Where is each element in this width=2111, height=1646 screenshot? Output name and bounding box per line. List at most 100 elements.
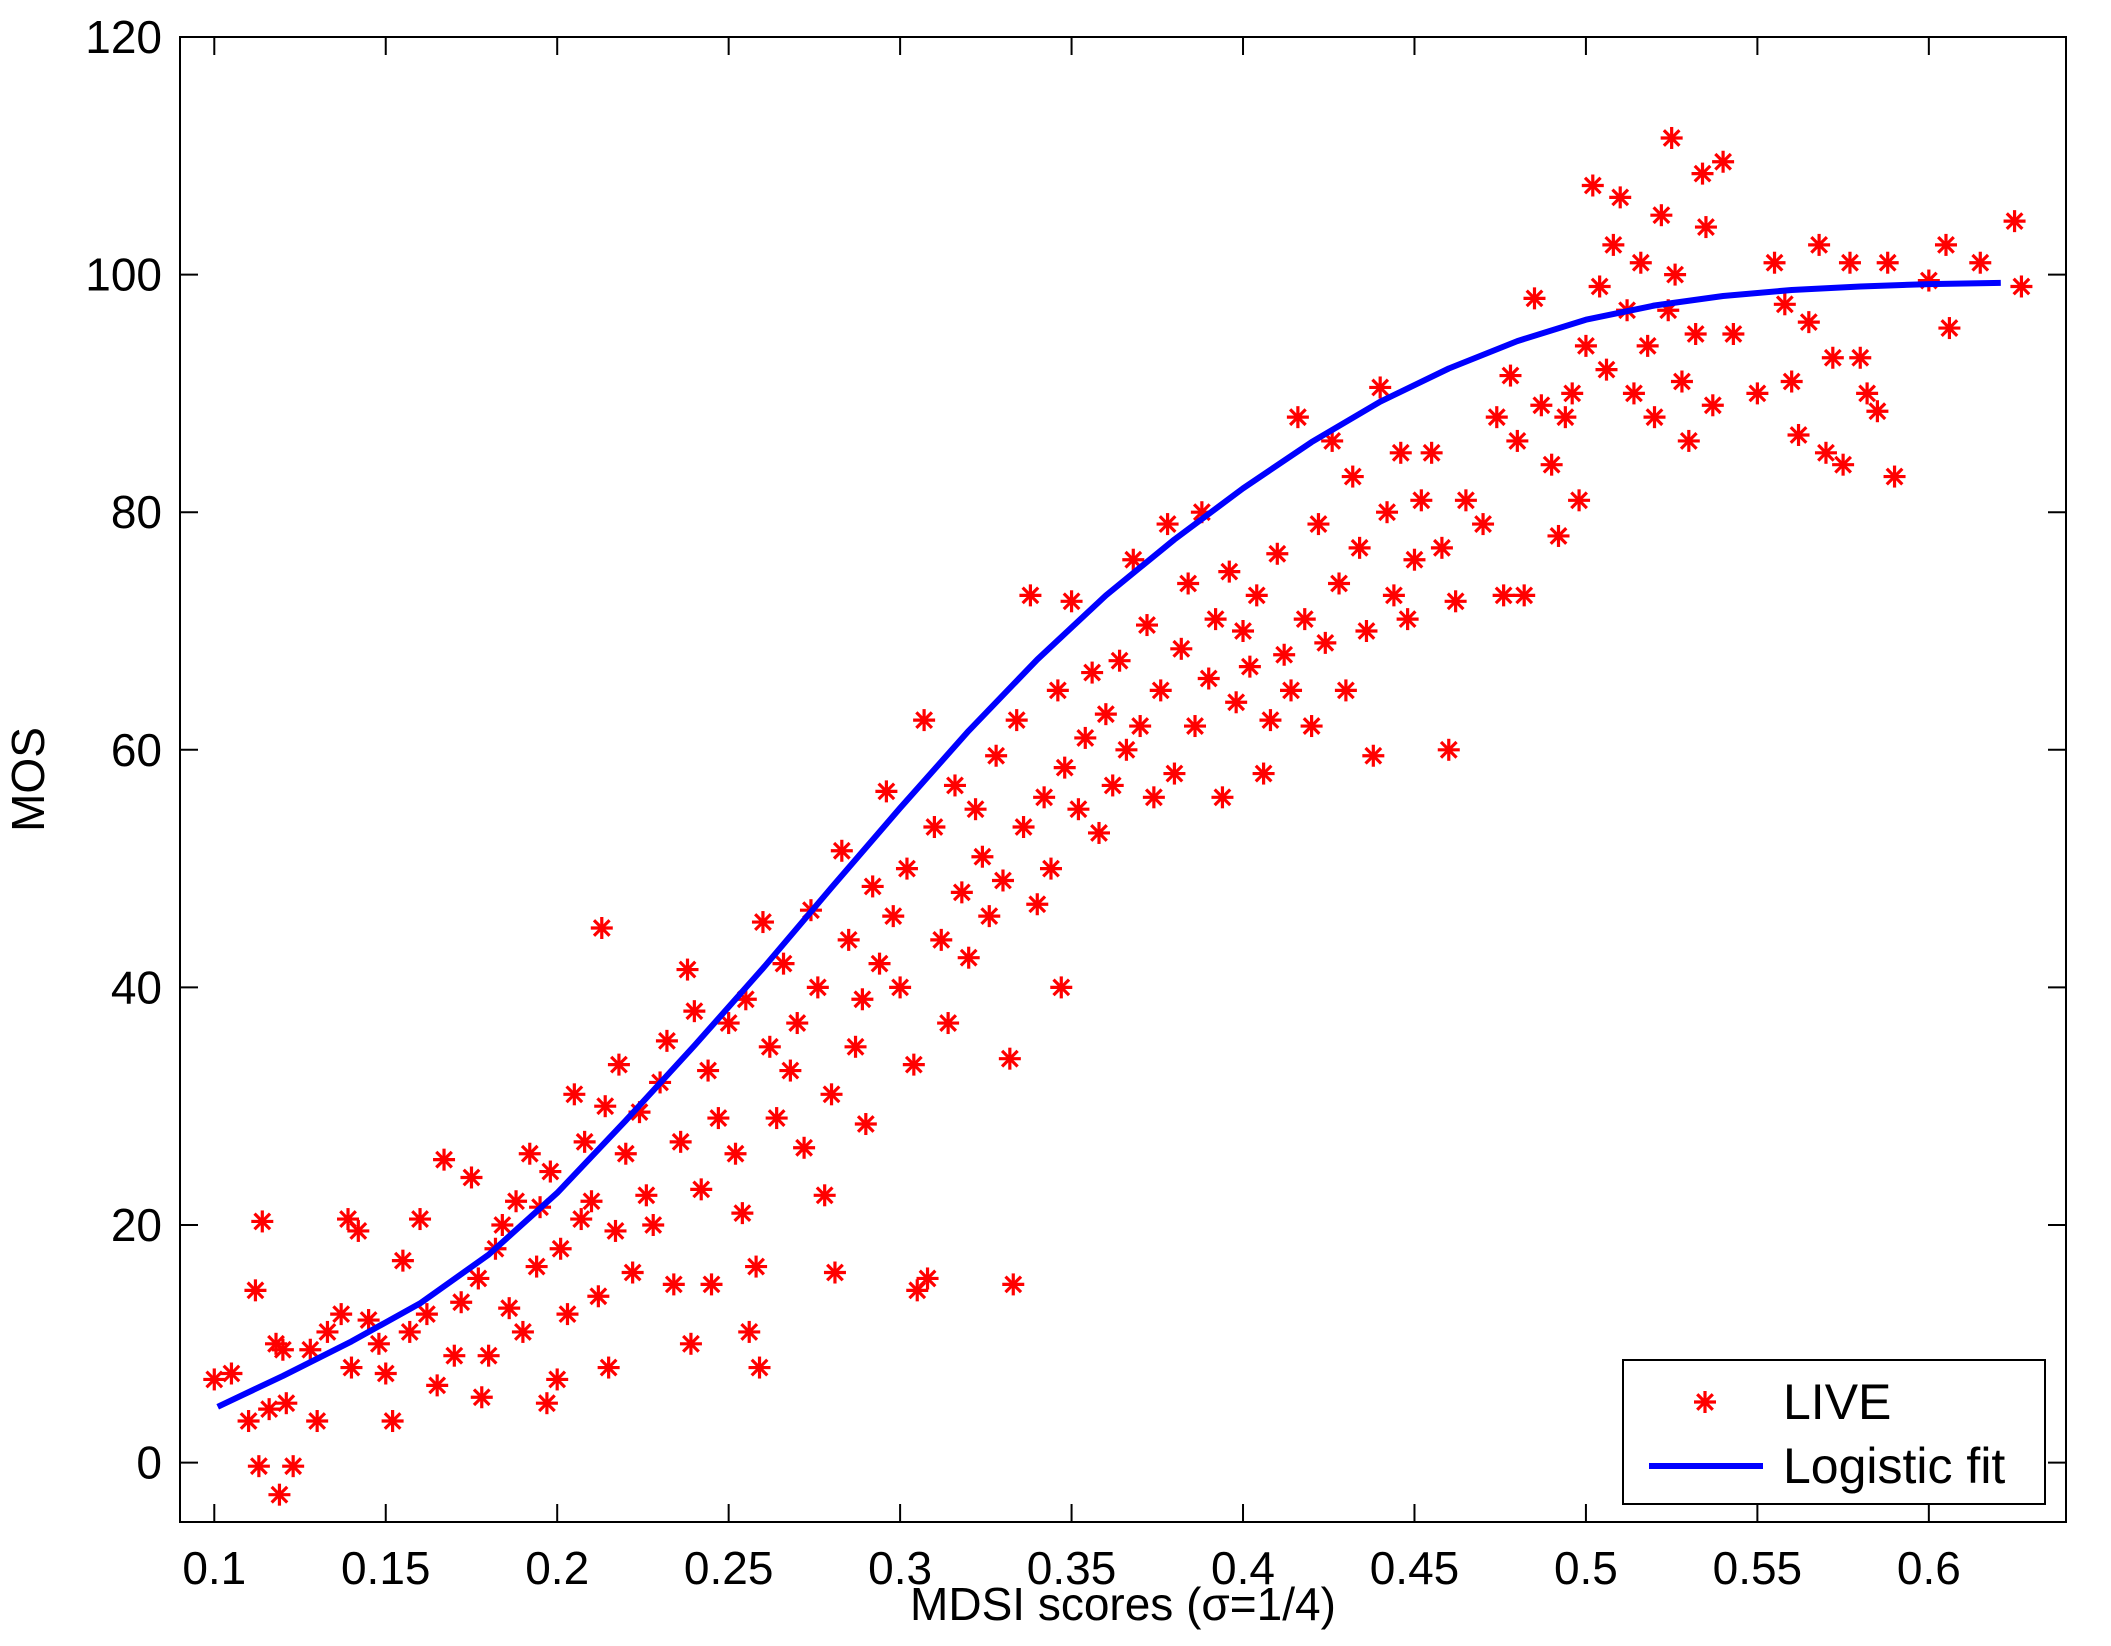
data-point	[943, 774, 966, 797]
data-point	[1142, 786, 1165, 809]
data-point	[1547, 524, 1570, 547]
fit-line	[216, 279, 2001, 1410]
data-point	[491, 1214, 514, 1236]
data-point	[604, 1219, 627, 1242]
data-point	[1232, 620, 1255, 642]
data-point	[1523, 287, 1546, 310]
data-point	[1129, 715, 1152, 738]
data-point	[1039, 857, 1062, 880]
data-point	[669, 1130, 692, 1153]
data-point	[998, 1047, 1021, 1070]
data-point	[1595, 358, 1618, 381]
data-point	[1472, 513, 1495, 536]
legend-label: LIVE	[1783, 1374, 1891, 1430]
data-point	[697, 1059, 720, 1082]
data-point	[1814, 441, 1837, 464]
data-point	[450, 1291, 473, 1314]
y-tick-label: 40	[111, 961, 162, 1013]
data-point	[357, 1309, 380, 1332]
x-tick-label: 0.6	[1897, 1542, 1961, 1594]
data-point	[1259, 709, 1282, 732]
data-point	[1561, 382, 1584, 405]
data-point	[275, 1392, 298, 1415]
data-point	[330, 1303, 353, 1326]
data-point	[1376, 501, 1399, 524]
data-point	[1170, 637, 1193, 660]
data-point	[1787, 423, 1810, 446]
data-point	[306, 1410, 329, 1433]
data-point	[1574, 334, 1597, 357]
data-point	[1629, 251, 1652, 274]
data-point	[525, 1255, 548, 1278]
data-point	[1499, 364, 1522, 387]
data-point	[1420, 441, 1443, 464]
data-point	[1382, 584, 1405, 607]
data-point	[1046, 679, 1069, 702]
data-point	[1568, 489, 1591, 512]
data-point	[1334, 679, 1357, 702]
data-point	[1650, 204, 1673, 227]
x-tick-label: 0.3	[868, 1542, 932, 1594]
data-point	[889, 976, 912, 999]
data-point	[1273, 643, 1296, 666]
data-point	[511, 1320, 534, 1343]
data-point	[1389, 441, 1412, 464]
data-point	[1643, 406, 1666, 429]
data-point	[772, 952, 795, 975]
x-tick-label: 0.4	[1211, 1542, 1275, 1594]
data-point	[1211, 786, 1234, 809]
data-point	[1280, 679, 1303, 702]
y-tick-label: 0	[136, 1437, 162, 1489]
data-point	[258, 1398, 281, 1421]
data-point	[470, 1386, 493, 1409]
data-point	[1245, 584, 1268, 607]
data-point	[676, 958, 699, 981]
data-point	[590, 917, 613, 939]
data-point	[1821, 346, 1844, 369]
data-point	[556, 1303, 579, 1326]
data-point	[1328, 572, 1351, 595]
data-point	[823, 1261, 846, 1284]
data-point	[1115, 738, 1138, 761]
data-point	[830, 839, 853, 862]
x-tick-label: 0.25	[684, 1542, 774, 1594]
legend-label: Logistic fit	[1783, 1438, 2005, 1494]
data-point	[765, 1107, 788, 1130]
x-tick-label: 0.55	[1713, 1542, 1803, 1594]
data-point	[1136, 614, 1159, 637]
data-point	[1197, 667, 1220, 690]
data-point	[244, 1279, 267, 1302]
legend-box	[1622, 1359, 2046, 1505]
data-point	[738, 1320, 761, 1343]
data-point	[1050, 976, 1073, 999]
data-point	[1348, 536, 1371, 559]
x-tick-label: 0.45	[1370, 1542, 1460, 1594]
x-tick-label: 0.35	[1027, 1542, 1117, 1594]
data-point	[1684, 323, 1707, 345]
data-point	[937, 1012, 960, 1035]
data-point	[1410, 489, 1433, 512]
data-point	[347, 1219, 370, 1242]
y-tick-label: 100	[85, 249, 162, 301]
data-point	[614, 1142, 637, 1165]
data-point	[724, 1142, 747, 1165]
legend-live-marker	[1694, 1391, 1716, 1413]
data-point	[247, 1455, 270, 1478]
plot-frame	[179, 36, 2067, 1523]
data-point	[1403, 548, 1426, 571]
data-point	[854, 1113, 877, 1136]
data-point	[1286, 406, 1309, 429]
data-point	[1454, 489, 1477, 512]
data-point	[930, 928, 953, 951]
data-point	[1444, 590, 1467, 613]
data-point	[1670, 370, 1693, 393]
data-point	[1588, 275, 1611, 298]
data-point	[546, 1368, 569, 1391]
data-point	[690, 1178, 713, 1201]
data-point	[1218, 560, 1241, 583]
data-point	[477, 1344, 500, 1367]
data-point	[662, 1273, 685, 1296]
data-point	[1701, 394, 1724, 417]
data-point	[1660, 126, 1683, 149]
data-point	[433, 1148, 456, 1171]
